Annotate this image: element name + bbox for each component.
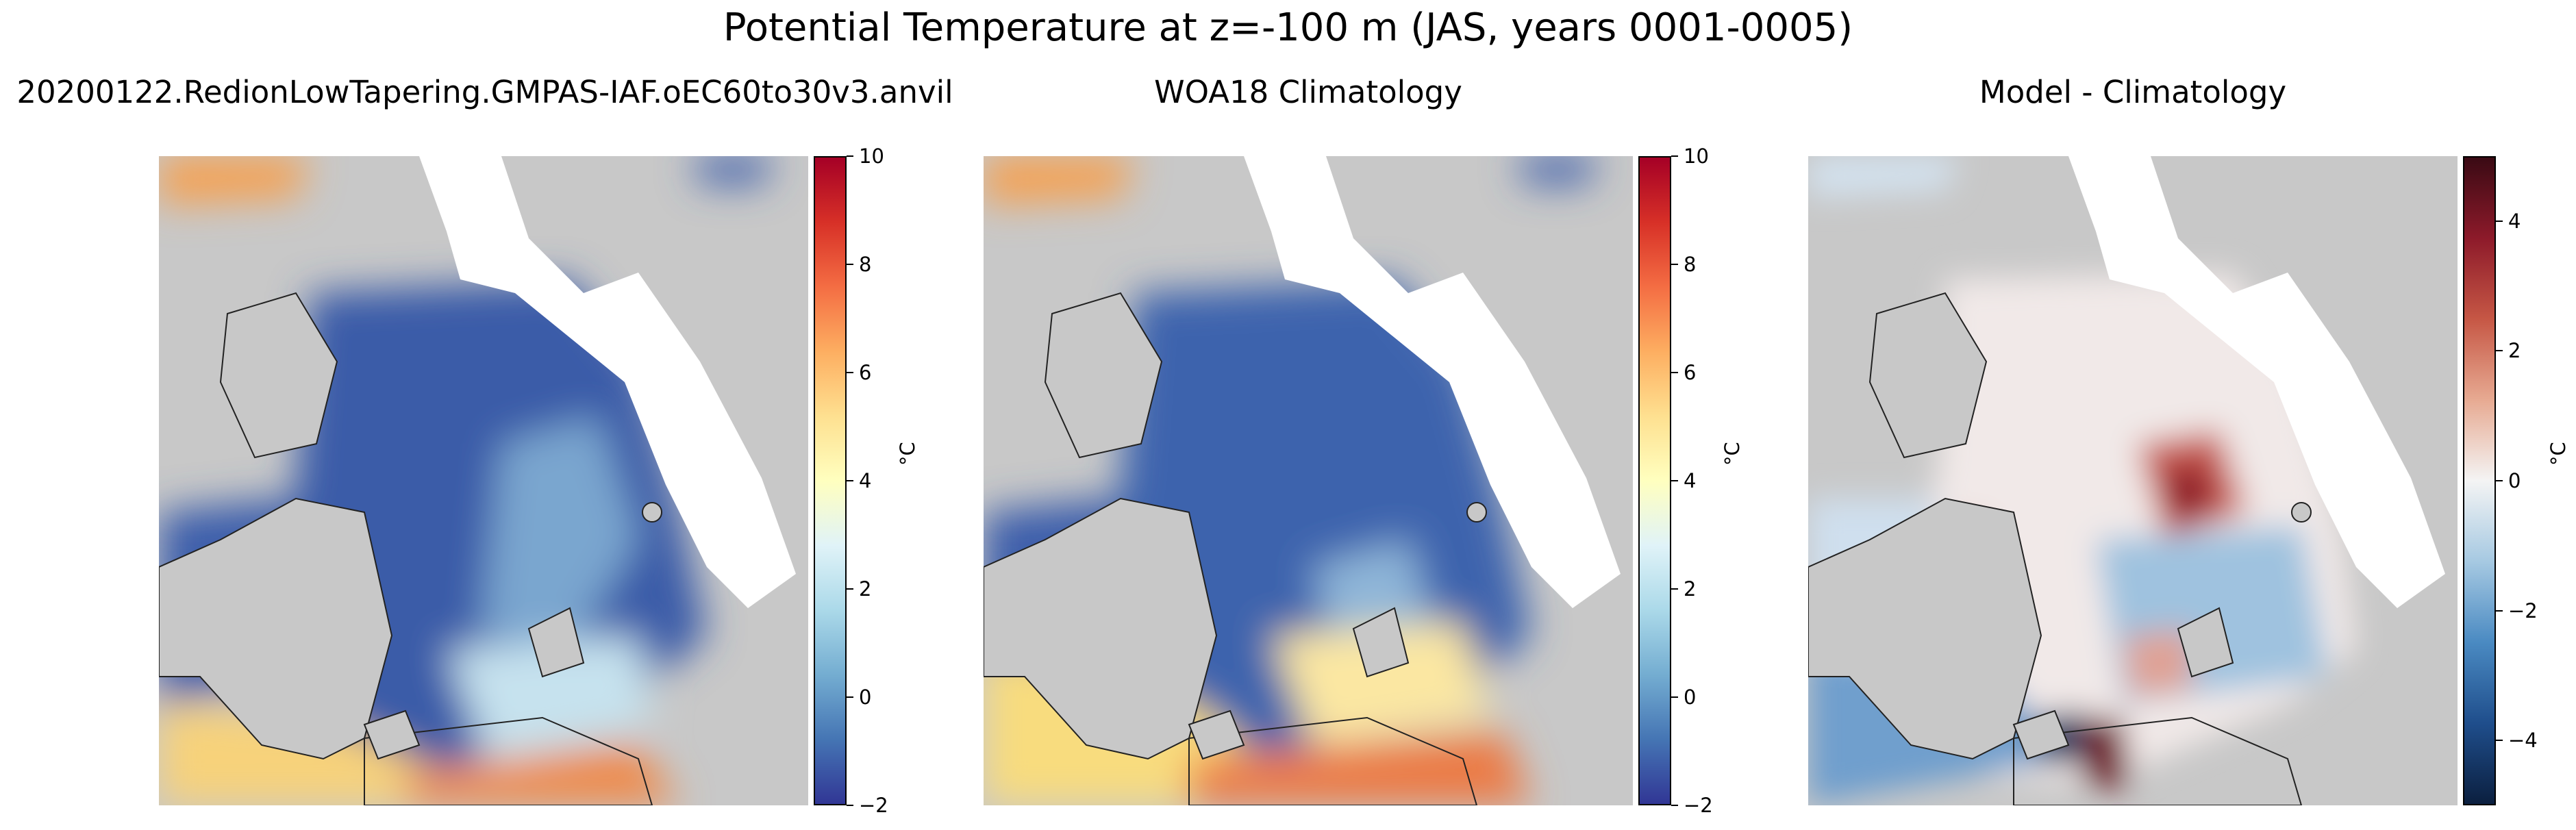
colorbar-2-label: °C <box>1721 442 1744 466</box>
colorbar-3-tick: −4 <box>2508 729 2538 752</box>
ice-nodata <box>419 156 796 608</box>
colorbar-2-tick: 4 <box>1684 469 1697 492</box>
colorbar-3-tick: 4 <box>2508 210 2521 233</box>
colorbar-3 <box>2463 156 2496 805</box>
panel-1-title: 20200122.RedionLowTapering.GMPAS-IAF.oEC… <box>16 74 953 110</box>
colorbar-2-tick: −2 <box>1684 794 1713 817</box>
climatology-map-svg <box>984 156 1633 805</box>
panel-2-title: WOA18 Climatology <box>1154 74 1462 110</box>
colorbar-1-tick: 2 <box>859 577 872 601</box>
colorbar-3-tick: −2 <box>2508 599 2538 622</box>
colorbar-2-tick: 10 <box>1684 144 1709 168</box>
colorbar-1-tick: 4 <box>859 469 872 492</box>
colorbar-2 <box>1638 156 1671 805</box>
colorbar-3-ticks: 4 2 0 −2 −4 <box>2496 156 2576 805</box>
difference-map <box>1808 156 2458 805</box>
colorbar-1-tick: 10 <box>859 144 884 168</box>
colorbar-2-ticks: 10 8 6 4 2 0 −2 <box>1671 145 1767 816</box>
landmass-b <box>219 292 338 459</box>
colorbar-2-tick: 2 <box>1684 577 1697 601</box>
colorbar-3-label: °C <box>2547 442 2570 466</box>
colorbar-1-tick: 6 <box>859 361 872 384</box>
colorbar-1-ticks: 10 8 6 4 2 0 −2 <box>847 145 942 816</box>
colorbar-2-tick: 8 <box>1684 253 1697 276</box>
model-map-svg <box>159 156 808 805</box>
colorbar-1-tick: 8 <box>859 253 872 276</box>
colorbar-1-tick: 0 <box>859 686 872 709</box>
panel-3-title: Model - Climatology <box>1979 74 2287 110</box>
colorbar-3-tick: 0 <box>2508 469 2521 492</box>
climatology-map <box>984 156 1633 805</box>
colorbar-2-tick: 0 <box>1684 686 1697 709</box>
model-map <box>159 156 808 805</box>
figure-title: Potential Temperature at z=-100 m (JAS, … <box>723 5 1853 50</box>
colorbar-1-label: °C <box>896 442 919 466</box>
colorbar-3-tick: 2 <box>2508 339 2521 362</box>
colorbar-2-tick: 6 <box>1684 361 1697 384</box>
colorbar-1 <box>814 156 847 805</box>
difference-map-svg <box>1808 156 2458 805</box>
colorbar-1-tick: −2 <box>859 794 888 817</box>
